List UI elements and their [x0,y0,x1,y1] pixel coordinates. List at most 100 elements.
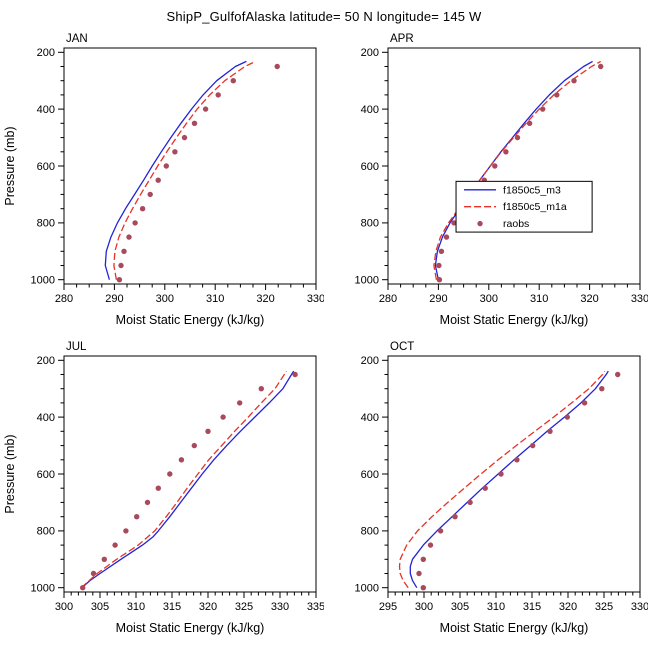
raobs-dot [482,485,488,491]
month-label: OCT [390,341,414,353]
y-tick-label: 800 [37,218,55,230]
x-axis-title: Moist Static Energy (kJ/kg) [440,621,589,635]
plot-frame [387,355,641,593]
y-tick-label: 400 [37,412,55,424]
y-tick-label: 200 [37,47,55,59]
x-tick-label: 280 [379,293,397,305]
raobs-dot [191,120,198,127]
page-title: ShipP_GulfofAlaska latitude= 50 N longit… [166,9,482,24]
y-tick-label: 200 [37,355,55,367]
raobs-dot [530,442,536,449]
y-tick-label: 800 [37,526,55,538]
y-tick-label: 400 [37,104,55,116]
y-tick-label: 600 [37,161,55,173]
x-tick-label: 320 [256,293,274,305]
series-line-f1850c5_m3 [409,370,609,589]
raobs-dot [123,528,129,534]
series-line-f1850c5_m1a [113,60,256,280]
x-tick-label: 300 [415,601,433,613]
panel-jul: 200 400 600 800 1000 300 305 310 315 320 325 330 335… [0,336,324,644]
raobs-dot [514,134,521,141]
plot-frame [63,355,317,593]
x-tick-label: 305 [91,601,109,613]
raobs-dot [132,220,138,226]
x-tick-label: 280 [55,293,73,305]
raobs-dot [571,78,577,84]
series-line-f1850c5_m3 [81,370,295,589]
raobs-dot [598,63,604,70]
raobs-dot [202,106,209,112]
y-tick-label: 200 [361,47,379,59]
raobs-dot [452,514,458,520]
plot-frame [63,47,317,285]
raobs-dot [274,63,280,70]
legend-label: f1850c5_m3 [503,184,561,196]
raobs-dot [112,542,118,548]
y-tick-label: 600 [361,161,379,173]
x-tick-label: 305 [451,601,469,613]
y-axis-title: Pressure (mb) [3,126,17,205]
y-tick-label: 600 [361,469,379,481]
panel-grid: 200 400 600 800 1000 280 290 300 310 320 330 JAN Pre… [0,28,648,644]
raobs-dot [526,120,533,127]
raobs-dot [90,570,97,577]
y-tick-label: 400 [361,412,379,424]
raobs-dot [615,371,621,378]
y-tick-label: 1000 [355,583,379,595]
raobs-dot [134,514,140,520]
y-tick-label: 800 [361,526,379,538]
raobs-dot [540,106,546,112]
month-label: APR [390,33,414,45]
raobs-dot [167,471,173,477]
y-tick-label: 800 [361,218,379,230]
raobs-dot [258,386,264,392]
raobs-dot [155,177,161,183]
panel-apr: 200 400 600 800 1000 280 290 300 310 320 330 APR Moi… [324,28,648,336]
raobs-dot [443,234,450,240]
raobs-dot [155,485,161,491]
raobs-dot [599,386,605,392]
x-tick-label: 325 [235,601,253,613]
raobs-dot [547,428,553,434]
x-tick-label: 300 [55,601,73,613]
x-tick-label: 290 [429,293,447,305]
panel-jan: 200 400 600 800 1000 280 290 300 310 320 330 JAN Pre… [0,28,324,336]
series-line-f1850c5_m1a [433,60,602,280]
x-axis-title: Moist Static Energy (kJ/kg) [116,621,265,635]
legend-label: raobs [503,218,529,230]
panel-oct: 200 400 600 800 1000 295 300 305 310 315 320 325 330… [324,336,648,644]
x-tick-label: 300 [480,293,498,305]
raobs-dot [101,556,108,562]
raobs-dot [121,248,127,254]
raobs-dot [427,542,434,548]
raobs-dot [172,149,178,155]
raobs-dot [237,400,243,406]
raobs-dot [438,248,445,254]
raobs-dot [420,585,426,591]
x-tick-label: 310 [487,601,505,613]
series-line-f1850c5_m3 [104,60,247,280]
x-tick-label: 315 [523,601,541,613]
raobs-dot [220,414,226,420]
raobs-dot [451,220,457,226]
x-tick-label: 315 [163,601,181,613]
raobs-dot [492,163,498,169]
raobs-dot [139,206,146,212]
raobs-dot [191,442,197,449]
series-line-f1850c5_m1a [80,370,288,589]
raobs-dot [498,471,504,477]
x-tick-label: 320 [559,601,577,613]
raobs-dot [205,428,211,434]
y-axis-title: Pressure (mb) [3,434,17,513]
x-tick-label: 330 [631,293,648,305]
legend-dot-sample [477,220,483,227]
raobs-dot [126,234,132,240]
y-tick-label: 200 [361,355,379,367]
raobs-dot [230,78,236,84]
raobs-dot [514,457,520,463]
